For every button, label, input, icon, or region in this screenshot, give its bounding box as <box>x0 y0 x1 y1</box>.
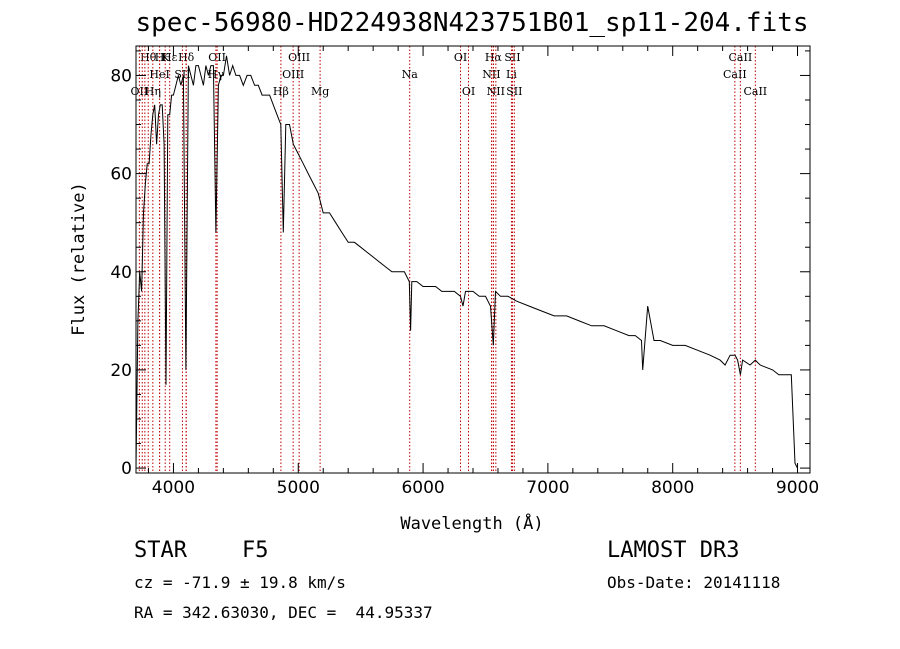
x-tick-label: 4000 <box>152 478 195 498</box>
chart-title: spec-56980-HD224938N423751B01_sp11-204.f… <box>135 8 808 38</box>
y-axis-label: Flux (relative) <box>69 182 89 336</box>
marker-label: Hη <box>145 85 161 98</box>
marker-label: OIII <box>282 68 304 81</box>
marker-label: NII <box>487 85 505 98</box>
marker-label: SII <box>506 85 522 98</box>
y-tick-label: 80 <box>110 66 132 86</box>
marker-label: Mg <box>311 85 329 98</box>
survey-name: LAMOST DR3 <box>607 538 740 563</box>
marker-label: Na <box>402 68 419 81</box>
marker-label: CaII <box>743 85 767 98</box>
plot-frame <box>135 45 811 474</box>
marker-label: HeI <box>149 68 169 81</box>
y-tick-label: 40 <box>110 263 132 283</box>
x-tick-label: 8000 <box>651 478 694 498</box>
object-subclass: F5 <box>242 538 269 563</box>
marker-label: Li <box>506 68 517 81</box>
marker-label: Hε <box>162 51 178 64</box>
marker-label: OII <box>131 85 149 98</box>
marker-label: Hβ <box>273 85 289 98</box>
coordinates-readout: RA = 342.63030, DEC = 44.95337 <box>134 603 433 622</box>
axis-ticks: 4000 5000 6000 7000 8000 9000 0 20 40 60 80 <box>110 46 819 498</box>
y-tick-label: 20 <box>110 361 132 381</box>
marker-label: OII <box>208 51 226 64</box>
marker-label: SII <box>504 51 520 64</box>
marker-label: K <box>161 51 170 64</box>
marker-label: OI <box>454 51 467 64</box>
x-tick-label: 9000 <box>776 478 819 498</box>
marker-label: NII <box>482 68 500 81</box>
marker-label: CaII <box>729 51 753 64</box>
marker-label: OIII <box>288 51 310 64</box>
object-class: STAR <box>134 538 187 563</box>
x-tick-label: 6000 <box>401 478 444 498</box>
y-tick-label: 60 <box>110 165 132 185</box>
marker-label: CaII <box>723 68 747 81</box>
marker-label: OI <box>462 85 475 98</box>
spectrum-series-line <box>135 55 798 469</box>
x-tick-label: 5000 <box>277 478 320 498</box>
observation-date: Obs-Date: 20141118 <box>607 573 781 592</box>
y-tick-label: 0 <box>121 459 132 479</box>
x-tick-label: 7000 <box>526 478 569 498</box>
redshift-readout: cz = -71.9 ± 19.8 km/s <box>134 573 346 592</box>
x-axis-label: Wavelength (Å) <box>400 512 543 534</box>
